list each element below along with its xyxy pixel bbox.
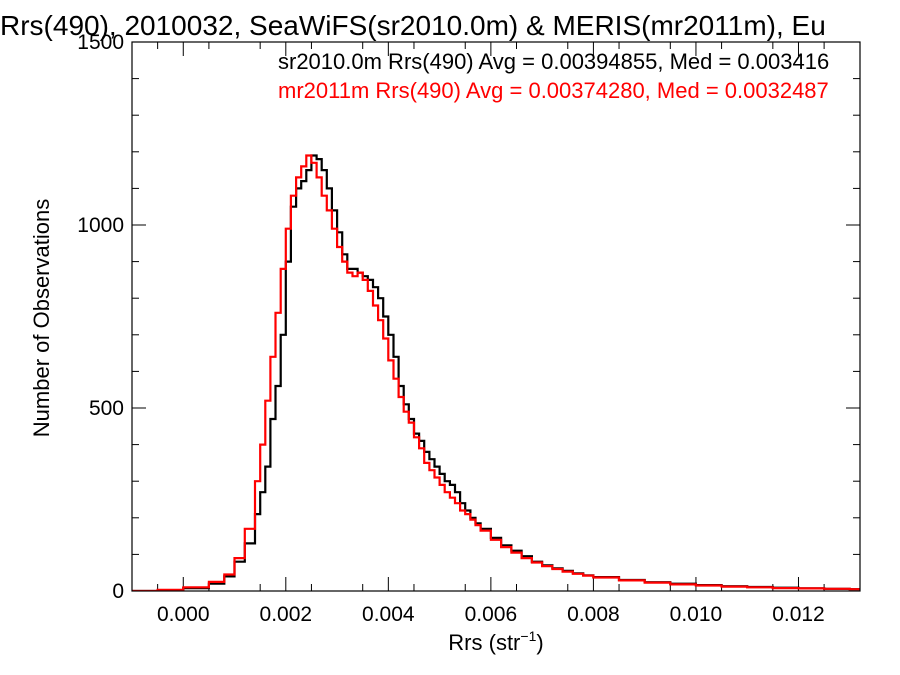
plot-frame xyxy=(131,41,861,592)
y-axis-label: Number of Observations xyxy=(29,199,54,437)
x-tick-label: 0.006 xyxy=(465,603,518,626)
y-tick-label: 0 xyxy=(112,580,124,603)
y-tick-label: 500 xyxy=(89,397,124,420)
annotation-line-1: sr2010.0m Rrs(490) Avg = 0.00394855, Med… xyxy=(278,49,829,74)
plot-axes: 0.000 0.002 0.004 0.006 0.008 0.010 0.012 0 500 1… xyxy=(77,31,860,626)
x-axis-label-close: ) xyxy=(536,630,543,655)
x-tick-label: 0.008 xyxy=(567,603,620,626)
series-line-2 xyxy=(132,154,860,591)
x-axis-label-sup: −1 xyxy=(520,628,536,644)
x-tick-label: 0.012 xyxy=(772,603,825,626)
x-tick-label: 0.004 xyxy=(362,603,415,626)
plot-border xyxy=(131,41,861,592)
x-axis-label-main: Rrs (str xyxy=(448,630,520,655)
chart-title: Rrs(490), 2010032, SeaWiFS(sr2010.0m) & … xyxy=(0,10,826,41)
annotation-line-2: mr2011m Rrs(490) Avg = 0.00374280, Med =… xyxy=(278,78,829,103)
series-group xyxy=(132,154,860,591)
y-tick-label: 1500 xyxy=(77,31,124,54)
y-tick-label: 1000 xyxy=(77,214,124,237)
x-tick-label: 0.010 xyxy=(670,603,723,626)
x-tick-label: 0.002 xyxy=(260,603,313,626)
x-tick-label: 0.000 xyxy=(157,603,210,626)
x-axis-label: Rrs (str−1) xyxy=(448,628,543,655)
series-line-1 xyxy=(132,154,860,591)
